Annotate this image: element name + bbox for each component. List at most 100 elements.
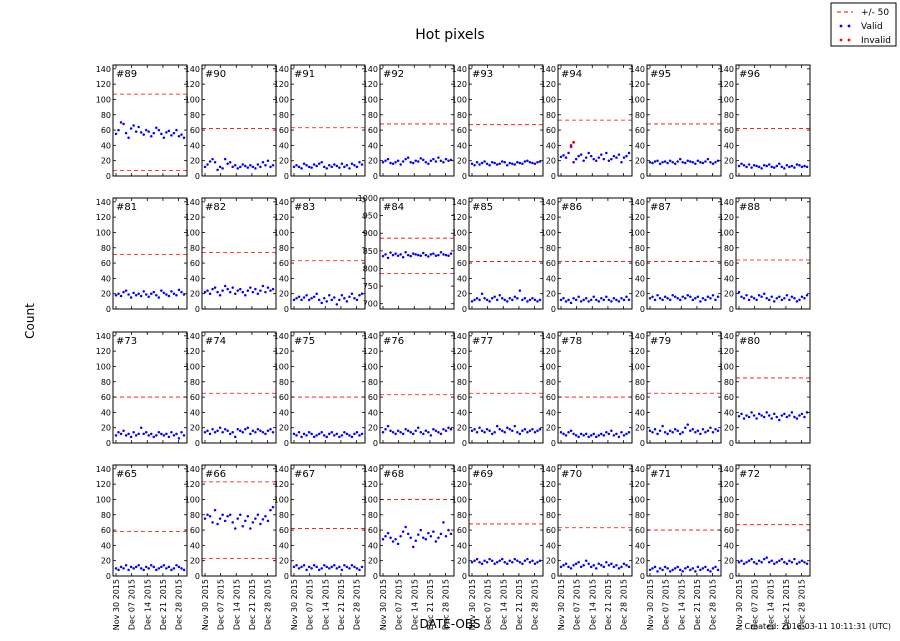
- valid-point: [582, 298, 585, 302]
- valid-point: [648, 160, 652, 164]
- y-tick-label: 120: [185, 80, 200, 89]
- x-tick-label: Dec 14 2015: [588, 579, 597, 630]
- valid-point: [335, 164, 339, 168]
- valid-point: [778, 295, 781, 299]
- valid-point: [498, 559, 501, 562]
- valid-point: [305, 434, 308, 437]
- valid-point: [172, 131, 176, 135]
- y-tick-label: 40: [101, 541, 111, 550]
- valid-point: [742, 417, 746, 420]
- valid-point: [506, 562, 509, 566]
- valid-point: [595, 298, 598, 302]
- y-tick-label: 80: [101, 111, 111, 120]
- valid-point: [406, 429, 410, 433]
- valid-point: [239, 513, 242, 517]
- y-tick-label: 20: [190, 290, 200, 299]
- valid-point: [226, 429, 229, 433]
- valid-point: [396, 429, 400, 433]
- valid-point: [152, 565, 156, 569]
- panel: 0 20 40 60 80 100 120 140 #79: [630, 331, 722, 448]
- valid-point: [241, 524, 245, 528]
- valid-point: [706, 568, 710, 572]
- panel-frame: [646, 331, 722, 444]
- valid-point: [714, 160, 717, 164]
- valid-point: [160, 432, 163, 436]
- valid-point: [574, 298, 578, 302]
- valid-point: [605, 295, 608, 299]
- valid-point: [144, 431, 148, 434]
- valid-point: [617, 300, 621, 303]
- valid-point: [312, 295, 316, 299]
- valid-point: [439, 532, 443, 536]
- valid-point: [475, 297, 479, 300]
- y-tick-label: 100: [274, 95, 289, 104]
- y-tick-label: 60: [457, 259, 467, 268]
- y-tick-label: 40: [101, 141, 111, 150]
- valid-point: [442, 253, 445, 256]
- valid-point: [122, 567, 125, 570]
- valid-point: [564, 434, 568, 437]
- panel-frame: [735, 464, 811, 577]
- valid-point: [473, 559, 476, 562]
- valid-point: [742, 562, 746, 566]
- y-tick-label: 20: [279, 557, 289, 566]
- y-tick-label: 40: [190, 141, 200, 150]
- y-tick-label: 120: [185, 213, 200, 222]
- y-tick-label: 20: [635, 557, 645, 566]
- y-tick-label: 60: [101, 126, 111, 135]
- valid-point: [353, 297, 356, 300]
- valid-point: [661, 298, 664, 302]
- y-tick-label: 60: [101, 526, 111, 535]
- valid-point: [564, 300, 568, 303]
- y-tick-label: 20: [724, 424, 734, 433]
- valid-point: [579, 300, 583, 303]
- y-tick-label: 100: [363, 495, 378, 504]
- panel: 0 20 40 60 80 100 120 140 #85: [452, 197, 544, 314]
- valid-point: [668, 570, 672, 573]
- valid-point: [406, 532, 410, 536]
- valid-point: [401, 255, 405, 259]
- y-tick-label: 60: [635, 259, 645, 268]
- valid-point: [785, 293, 789, 297]
- valid-point: [767, 414, 771, 417]
- valid-point: [615, 432, 618, 436]
- valid-point: [536, 160, 539, 164]
- valid-point: [793, 297, 796, 300]
- valid-point: [788, 414, 791, 417]
- valid-point: [716, 429, 720, 433]
- panel-frame: [379, 464, 455, 577]
- valid-point: [355, 567, 359, 570]
- valid-point: [157, 128, 161, 132]
- valid-point: [117, 568, 120, 572]
- valid-point: [261, 518, 265, 521]
- valid-point: [150, 134, 153, 138]
- valid-point: [615, 156, 618, 159]
- valid-point: [770, 559, 773, 562]
- y-tick-label: 80: [101, 511, 111, 520]
- valid-point: [411, 432, 415, 436]
- valid-point: [528, 160, 532, 164]
- valid-point: [246, 515, 250, 518]
- valid-point: [508, 427, 512, 431]
- panel-frame: [646, 464, 722, 577]
- y-tick-label: 80: [457, 378, 467, 387]
- valid-point: [358, 293, 361, 297]
- valid-point: [516, 431, 519, 434]
- valid-point: [478, 163, 481, 166]
- valid-point: [704, 298, 707, 302]
- x-tick-label: Dec 21 2015: [604, 579, 613, 630]
- valid-point: [211, 287, 214, 291]
- y-tick-label: 140: [274, 332, 289, 341]
- valid-point: [264, 290, 267, 294]
- panel-label: #66: [205, 469, 226, 480]
- valid-point: [221, 289, 224, 292]
- valid-point: [167, 129, 171, 133]
- panel-label: #73: [116, 336, 137, 347]
- valid-point: [627, 431, 631, 434]
- valid-point: [627, 151, 631, 155]
- valid-point: [404, 427, 407, 431]
- valid-point: [409, 254, 412, 258]
- valid-point: [213, 286, 217, 289]
- valid-point: [661, 160, 664, 164]
- valid-point: [765, 556, 768, 559]
